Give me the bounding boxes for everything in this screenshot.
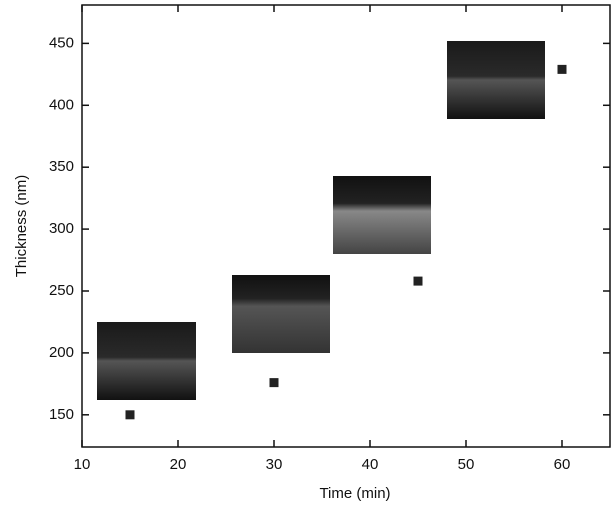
y-tick-label: 450 [49, 34, 74, 51]
point [557, 64, 567, 74]
x-axis-label: Time (min) [319, 485, 390, 502]
y-tick-label: 300 [49, 220, 74, 237]
y-axis-label: Thickness (nm) [13, 175, 30, 278]
point [125, 410, 135, 420]
y-tick-label: 350 [49, 158, 74, 175]
inset-image [333, 176, 431, 254]
x-tick-label: 40 [362, 456, 379, 473]
inset-image [232, 275, 330, 353]
plot-frame [81, 4, 611, 448]
point [269, 378, 279, 388]
point [413, 276, 423, 286]
x-tick-label: 10 [74, 456, 91, 473]
y-tick-label: 200 [49, 344, 74, 361]
x-tick-label: 50 [458, 456, 475, 473]
x-tick-label: 60 [554, 456, 571, 473]
x-tick-label: 30 [266, 456, 283, 473]
inset-image [97, 322, 196, 400]
y-tick-label: 150 [49, 406, 74, 423]
y-tick-label: 400 [49, 96, 74, 113]
x-tick-label: 20 [170, 456, 187, 473]
inset-image [447, 41, 545, 119]
y-tick-label: 250 [49, 282, 74, 299]
inset-images [97, 41, 545, 400]
